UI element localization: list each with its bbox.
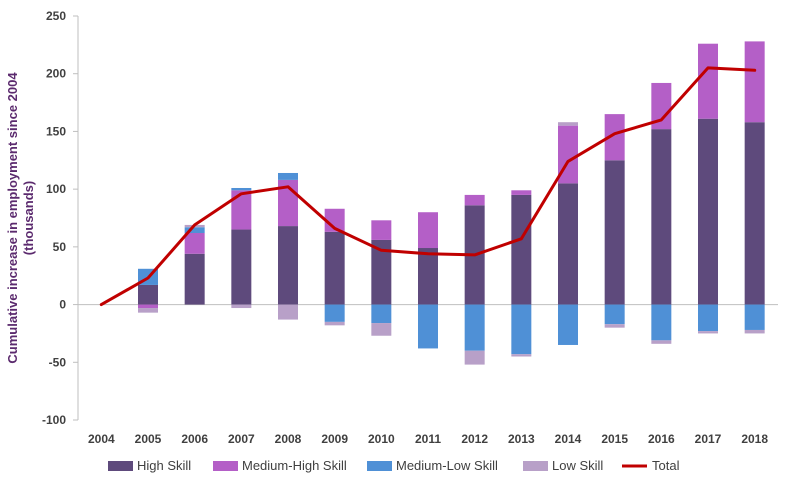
- bar-low-skill: [324, 321, 345, 326]
- legend-swatch-medium-low-skill: [367, 461, 392, 471]
- bar-high-skill: [278, 226, 298, 305]
- x-tick-label: 2010: [368, 432, 395, 446]
- legend-label-medium-low-skill: Medium-Low Skill: [396, 458, 498, 473]
- bar-medium-high-skill: [418, 212, 438, 249]
- bar-medium-low-skill: [184, 227, 205, 234]
- y-tick-label: -50: [49, 355, 67, 369]
- bar-low-skill: [558, 122, 578, 126]
- bar-high-skill: [511, 194, 532, 305]
- bar-low-skill: [604, 324, 625, 328]
- bar-medium-high-skill: [651, 82, 672, 130]
- x-tick-label: 2018: [741, 432, 768, 446]
- bar-medium-low-skill: [464, 304, 485, 351]
- bar-medium-high-skill: [464, 194, 485, 206]
- bar-medium-high-skill: [744, 41, 765, 123]
- y-tick-label: 100: [46, 182, 66, 196]
- legend-swatch-medium-high-skill: [213, 461, 238, 471]
- y-tick-label: 250: [46, 9, 66, 23]
- bar-high-skill: [558, 183, 578, 305]
- legend-swatch-low-skill: [523, 461, 548, 471]
- tick-labels: -100 -50 0 50 100 150 200 250 2004 2005 2006 2007 20…: [42, 9, 768, 446]
- bar-high-skill: [138, 284, 158, 305]
- y-axis-title: Cumulative increase in employment since …: [5, 72, 20, 364]
- bar-medium-high-skill: [511, 190, 532, 195]
- bar-medium-low-skill: [324, 304, 345, 322]
- legend-label-high-skill: High Skill: [137, 458, 191, 473]
- bar-medium-low-skill: [371, 304, 392, 324]
- legend: High Skill Medium-High Skill Medium-Low Sk…: [108, 458, 680, 473]
- bars: [138, 41, 765, 365]
- y-axis-subtitle: (thousands): [21, 181, 36, 255]
- bar-low-skill: [138, 308, 158, 313]
- bar-low-skill: [744, 329, 765, 334]
- bar-high-skill: [698, 118, 718, 305]
- bar-high-skill: [184, 253, 205, 305]
- bar-high-skill: [231, 229, 252, 305]
- x-tick-label: 2005: [135, 432, 162, 446]
- bar-medium-low-skill: [278, 172, 298, 180]
- legend-label-low-skill: Low Skill: [552, 458, 603, 473]
- bar-medium-high-skill: [698, 43, 718, 119]
- x-tick-label: 2009: [321, 432, 348, 446]
- bar-low-skill: [371, 323, 392, 336]
- bar-high-skill: [604, 160, 625, 305]
- bar-low-skill: [651, 340, 672, 344]
- x-tick-label: 2006: [181, 432, 208, 446]
- bar-medium-low-skill: [231, 187, 252, 191]
- total-line-path: [99, 66, 757, 307]
- x-tick-label: 2012: [461, 432, 488, 446]
- x-tick-label: 2013: [508, 432, 535, 446]
- bar-medium-low-skill: [744, 304, 765, 330]
- x-tick-label: 2015: [601, 432, 628, 446]
- legend-label-medium-high-skill: Medium-High Skill: [242, 458, 347, 473]
- x-tick-label: 2007: [228, 432, 255, 446]
- bar-low-skill: [511, 354, 532, 357]
- bar-high-skill: [418, 248, 438, 305]
- bar-high-skill: [371, 239, 392, 305]
- bar-low-skill: [231, 304, 252, 309]
- bar-medium-high-skill: [604, 114, 625, 161]
- y-tick-label: 200: [46, 67, 66, 81]
- bar-medium-high-skill: [231, 190, 252, 230]
- bar-medium-high-skill: [324, 208, 345, 232]
- x-tick-label: 2017: [695, 432, 722, 446]
- total-line: [99, 66, 757, 307]
- y-tick-label: 150: [46, 124, 66, 138]
- bar-low-skill: [464, 350, 485, 365]
- x-tick-label: 2014: [555, 432, 582, 446]
- bar-high-skill: [744, 122, 765, 305]
- bar-medium-low-skill: [418, 304, 438, 349]
- bar-medium-high-skill: [371, 220, 392, 240]
- bar-medium-low-skill: [604, 304, 625, 325]
- bar-medium-high-skill: [138, 304, 158, 309]
- bar-medium-low-skill: [511, 304, 532, 355]
- bar-medium-low-skill: [698, 304, 718, 332]
- bar-high-skill: [324, 231, 345, 305]
- x-tick-label: 2008: [275, 432, 302, 446]
- bar-low-skill: [698, 331, 718, 334]
- bar-high-skill: [651, 129, 672, 305]
- y-tick-label: 50: [53, 240, 67, 254]
- x-tick-label: 2016: [648, 432, 675, 446]
- y-tick-label: 0: [59, 298, 66, 312]
- bar-low-skill: [278, 304, 298, 320]
- legend-swatch-high-skill: [108, 461, 133, 471]
- y-tick-label: -100: [42, 413, 66, 427]
- x-tick-label: 2011: [415, 432, 441, 446]
- legend-label-total: Total: [652, 458, 680, 473]
- bar-medium-high-skill: [184, 233, 205, 254]
- x-tick-label: 2004: [88, 432, 115, 446]
- bar-medium-low-skill: [558, 304, 578, 345]
- bar-medium-low-skill: [651, 304, 672, 341]
